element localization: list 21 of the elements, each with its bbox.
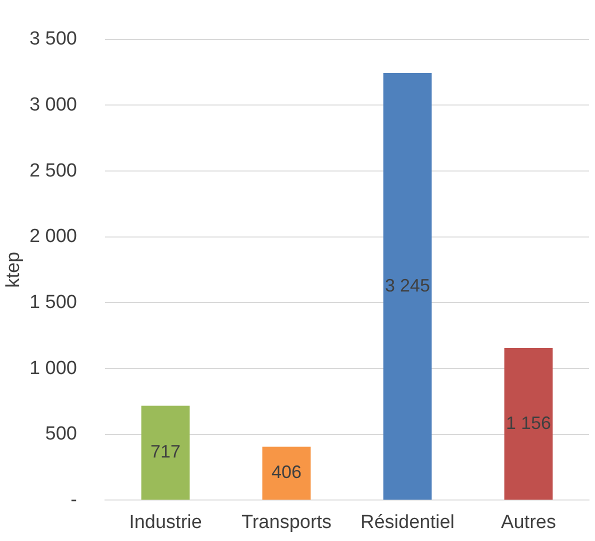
bar (262, 446, 311, 500)
y-axis-title: ktep (3, 252, 24, 288)
y-tick-label: 3 500 (29, 28, 77, 50)
y-tick-label: 1 500 (29, 292, 77, 313)
x-tick-label: Industrie (129, 512, 202, 533)
x-tick-label: Transports (241, 512, 332, 533)
bar (504, 348, 553, 500)
y-tick-label: 1 000 (29, 358, 77, 379)
data-label: 3 245 (384, 275, 430, 296)
data-label: 717 (150, 442, 181, 462)
x-tick-label: Résidentiel (360, 512, 454, 533)
y-tick-label: - (70, 489, 77, 510)
y-tick-label: 500 (45, 424, 77, 445)
x-tick-label: Autres (501, 512, 556, 533)
y-tick-label: 2 500 (29, 160, 77, 182)
y-tick-label: 3 000 (29, 94, 77, 116)
bar (141, 406, 190, 500)
y-tick-label: 2 000 (29, 226, 77, 248)
data-label: 406 (271, 462, 302, 482)
bar (383, 72, 432, 500)
data-label: 1 156 (506, 412, 552, 433)
